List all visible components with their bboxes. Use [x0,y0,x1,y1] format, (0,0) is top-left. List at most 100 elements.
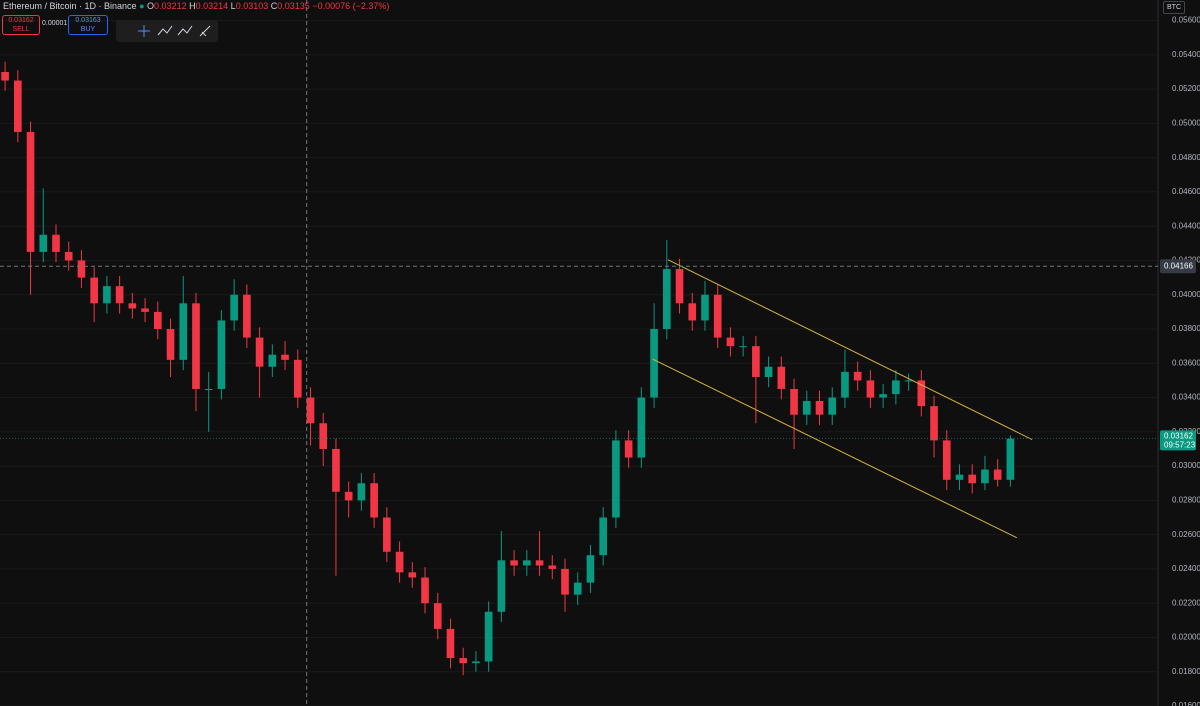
buy-button[interactable]: 0.03163 BUY [68,15,108,35]
y-tick-label: 0.02800 [1172,495,1200,504]
candle-body [77,260,86,278]
candle-body [128,303,137,309]
candle-body [739,346,747,348]
candle-body [523,560,531,566]
candle-body [332,448,340,492]
candle-body [103,286,111,304]
candle-body [433,603,442,629]
candle-body [917,380,926,407]
candle-body [675,269,684,304]
candle-body [357,483,366,501]
candle-body [841,371,849,398]
ohlc: O0.03212 H0.03214 L0.03103 C0.03135 [147,1,312,11]
candle-body [815,400,824,415]
last-price-bg [1160,430,1196,451]
candle-body [179,303,188,360]
candle-body [344,491,353,501]
y-tick-label: 0.02000 [1172,633,1200,642]
candle-body [955,474,964,480]
buy-label: BUY [80,26,96,33]
ohlc-label: L [230,1,236,11]
symbol[interactable]: Ethereum / Bitcoin · 1D · Binance [3,1,137,11]
y-tick-label: 0.04400 [1172,221,1200,230]
candle-body [395,551,404,573]
candle-body [612,440,620,518]
candle-body [726,337,735,347]
candle-body [192,303,200,389]
y-tick-label: 0.04800 [1172,153,1200,162]
y-tick-label: 0.05000 [1172,118,1200,127]
candle-body [217,320,226,389]
sell-price: 0.03162 [8,17,34,24]
currency[interactable]: BTC [1163,1,1185,14]
countdown: 09:57:23 [1164,440,1196,449]
candle-body [879,394,887,398]
candle-body [230,294,238,321]
candle-body [573,582,582,595]
ohlc-label: C [270,1,278,11]
candle-body [39,234,48,252]
candle-body [268,354,277,367]
ohlc-label: O [147,1,155,11]
y-tick-label: 0.02200 [1172,598,1200,607]
candle-body [408,572,417,578]
candle-body [866,380,875,398]
candle-body [166,329,175,360]
candle-body [90,277,98,304]
symbol-info: Ethereum / Bitcoin · 1D · Binance ● O0.0… [3,1,390,11]
candle-body [586,555,595,583]
candle-body [13,80,22,132]
candle-body [853,371,862,381]
candle-body [383,517,391,552]
candle-body [510,560,518,566]
trend-line [652,358,1017,539]
sell-label: SELL [12,26,30,33]
candle-body [446,628,455,659]
sell-button[interactable]: 0.03162 SELL [2,15,40,35]
candle-body [777,366,786,389]
candle-body [942,440,951,480]
ohlc-value: 0.03212 [154,1,187,11]
y-tick-label: 0.01600 [1172,701,1200,706]
candle-body [802,400,811,415]
candle-body [459,658,468,664]
trend-line [667,259,1033,440]
y-tick-label: 0.02600 [1172,530,1200,539]
candle-body [904,380,913,382]
candle-body [204,388,213,390]
candle-body [701,294,709,321]
candle-body [561,568,569,595]
y-tick-label: 0.05400 [1172,50,1200,59]
buy-price: 0.03163 [75,17,101,24]
spread: 0.00001 [42,20,68,27]
candle-body [243,294,251,338]
y-tick-label: 0.03800 [1172,324,1200,333]
candle-body [637,397,646,458]
candle-body [548,565,557,569]
y-tick-label: 0.03000 [1172,461,1200,470]
y-tick-label: 0.04000 [1172,290,1200,299]
candle-body [319,423,328,449]
candle-body [153,311,162,330]
candle-body [993,469,1002,480]
candle-body [892,380,900,395]
candle-body [141,308,149,312]
drawing-toolbar[interactable] [116,20,218,42]
candle-body [64,251,73,261]
price-axis-bg [1158,0,1200,706]
candle-body [497,560,506,612]
candle-body [535,560,544,566]
candle-body [828,397,837,415]
toolbar-icons [138,25,211,37]
candle-body [790,388,798,415]
candle-body [281,354,289,360]
candle-body [752,346,760,377]
y-tick-label: 0.05200 [1172,84,1200,93]
candle-body [764,366,773,377]
candle-body [370,483,378,518]
last-price-label: 0.03162 [1164,431,1193,440]
change: −0.00076 (−2.37%) [312,1,390,11]
y-tick-label: 0.01800 [1172,667,1200,676]
crosshair-label-bg [1160,259,1196,274]
candle-body [930,406,938,441]
